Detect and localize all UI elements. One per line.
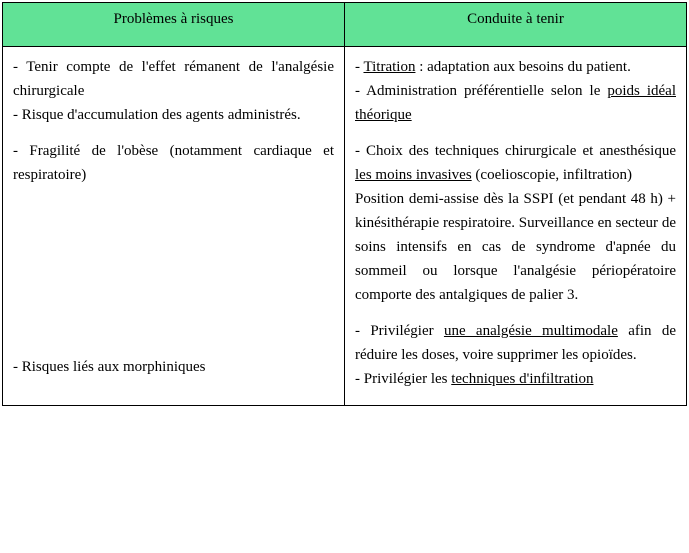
conduct-item: - Administration préférentielle selon le… — [355, 79, 676, 127]
problem-item: - Fragilité de l'obèse (notamment cardia… — [13, 139, 334, 187]
header-conduct: Conduite à tenir — [345, 3, 687, 47]
underline-techniques-infiltration: techniques d'infiltration — [451, 371, 593, 387]
underline-moins-invasives: les moins invasives — [355, 167, 472, 183]
problem-item: - Risque d'accumulation des agents admin… — [13, 103, 334, 127]
conduct-cell: - Titration : adaptation aux besoins du … — [345, 47, 687, 406]
conduct-item: - Privilégier une analgésie multimodale … — [355, 319, 676, 367]
problems-cell: - Tenir compte de l'effet rémanent de l'… — [3, 47, 345, 406]
conduct-item: - Titration : adaptation aux besoins du … — [355, 55, 676, 79]
risk-table: Problèmes à risques Conduite à tenir - T… — [2, 2, 687, 406]
underline-titration: Titration — [363, 59, 415, 75]
conduct-item: - Privilégier les techniques d'infiltrat… — [355, 367, 676, 391]
header-problems: Problèmes à risques — [3, 3, 345, 47]
problem-item: - Tenir compte de l'effet rémanent de l'… — [13, 55, 334, 103]
conduct-item: Position demi-assise dès la SSPI (et pen… — [355, 187, 676, 307]
underline-analgesie-multimodale: une analgésie multimodale — [444, 323, 618, 339]
problem-item: - Risques liés aux morphiniques — [13, 355, 334, 379]
conduct-item: - Choix des techniques chirurgicale et a… — [355, 139, 676, 187]
